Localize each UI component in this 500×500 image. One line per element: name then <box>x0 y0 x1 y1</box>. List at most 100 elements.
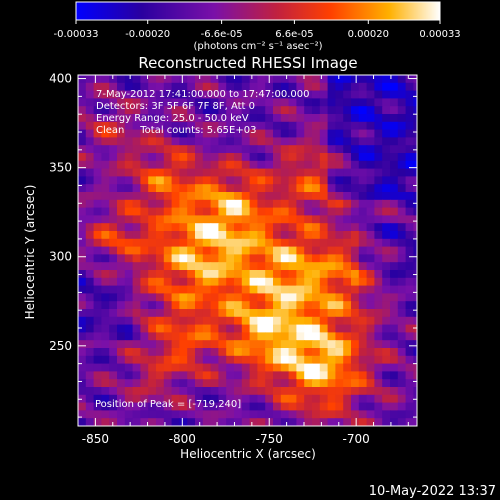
heatmap-cell <box>179 387 188 396</box>
heatmap-cell <box>351 137 360 146</box>
heatmap-cell <box>319 355 329 365</box>
heatmap-cell <box>319 340 329 349</box>
heatmap-cell <box>358 199 368 209</box>
heatmap-cell <box>85 324 95 333</box>
heatmap-cell <box>327 231 336 240</box>
heatmap-cell <box>296 270 305 279</box>
heatmap-cell <box>93 160 102 170</box>
heatmap-cell <box>148 215 157 224</box>
heatmap-cell <box>210 332 219 341</box>
heatmap-cell <box>124 114 134 123</box>
heatmap-cell <box>195 114 204 123</box>
chart-title: Reconstructed RHESSI Image <box>138 54 357 72</box>
heatmap-cell <box>163 324 173 333</box>
heatmap-cell <box>202 418 212 426</box>
heatmap-cell <box>156 301 165 310</box>
heatmap-cell <box>280 371 290 380</box>
heatmap-cell <box>101 106 110 115</box>
heatmap-cell <box>226 90 235 99</box>
heatmap-cell <box>405 379 414 388</box>
heatmap-cell <box>85 75 95 84</box>
heatmap-cell <box>382 379 391 388</box>
heatmap-cell <box>319 82 329 92</box>
heatmap-cell <box>187 355 196 365</box>
heatmap-cell <box>171 246 180 255</box>
heatmap-cell <box>390 114 399 123</box>
heatmap-cell <box>171 363 180 372</box>
heatmap-cell <box>319 301 329 310</box>
heatmap-cell <box>351 394 360 404</box>
heatmap-cell <box>374 387 383 396</box>
heatmap-cell <box>202 82 212 92</box>
heatmap-cell <box>132 231 141 240</box>
heatmap-cell <box>241 98 251 107</box>
heatmap-cell <box>265 387 274 396</box>
heatmap-cell <box>351 153 360 162</box>
heatmap-cell <box>117 168 126 177</box>
heatmap-cell <box>296 106 305 115</box>
heatmap-cell <box>288 82 297 92</box>
heatmap-cell <box>257 207 266 216</box>
heatmap-cell <box>382 293 391 302</box>
heatmap-cell <box>202 207 212 216</box>
heatmap-cell <box>117 270 126 279</box>
heatmap-cell <box>397 254 407 263</box>
heatmap-cell <box>156 293 165 302</box>
heatmap-cell <box>218 207 227 216</box>
heatmap-cell <box>312 90 321 99</box>
heatmap-cell <box>304 340 313 349</box>
heatmap-cell <box>312 160 321 170</box>
heatmap-cell <box>273 137 282 146</box>
heatmap-cell <box>397 137 407 146</box>
heatmap-cell <box>226 293 235 302</box>
heatmap-cell <box>187 262 196 271</box>
heatmap-cell <box>132 145 141 154</box>
heatmap-cell <box>148 90 157 99</box>
heatmap-cell <box>156 285 165 294</box>
heatmap-cell <box>273 153 282 162</box>
heatmap-cell <box>312 270 321 279</box>
heatmap-cell <box>101 90 110 99</box>
heatmap-cell <box>405 75 414 84</box>
heatmap-cell <box>93 363 102 372</box>
heatmap-cell <box>148 137 157 146</box>
heatmap-cell <box>413 75 417 84</box>
heatmap-cell <box>156 98 165 107</box>
heatmap-cell <box>109 121 118 131</box>
heatmap-cell <box>195 153 204 162</box>
heatmap-cell <box>265 379 274 388</box>
heatmap-cell <box>280 184 290 193</box>
heatmap-cell <box>390 371 399 380</box>
heatmap-cell <box>413 98 417 107</box>
heatmap-cell <box>202 371 212 380</box>
heatmap-cell <box>249 363 258 372</box>
heatmap-cell <box>273 324 282 333</box>
heatmap-cell <box>140 106 149 115</box>
heatmap-cell <box>179 410 188 419</box>
heatmap-cell <box>226 371 235 380</box>
heatmap-cell <box>390 355 399 365</box>
heatmap-cell <box>241 277 251 287</box>
heatmap-cell <box>85 106 95 115</box>
heatmap-cell <box>296 207 305 216</box>
heatmap-cell <box>296 75 305 84</box>
heatmap-cell <box>304 160 313 170</box>
heatmap-cell <box>382 301 391 310</box>
heatmap-cell <box>288 238 297 248</box>
heatmap-cell <box>351 246 360 255</box>
heatmap-cell <box>171 207 180 216</box>
heatmap-cell <box>366 215 375 224</box>
heatmap-cell <box>93 379 102 388</box>
heatmap-cell <box>148 106 157 115</box>
heatmap-cell <box>241 231 251 240</box>
heatmap-cell <box>179 293 188 302</box>
heatmap-cell <box>132 348 141 357</box>
heatmap-cell <box>273 231 282 240</box>
heatmap-cell <box>405 316 414 326</box>
plot-frame <box>77 74 418 427</box>
heatmap-cell <box>140 129 149 138</box>
heatmap-cell <box>358 223 368 232</box>
heatmap-cell <box>171 348 180 357</box>
heatmap-cell <box>109 363 118 372</box>
